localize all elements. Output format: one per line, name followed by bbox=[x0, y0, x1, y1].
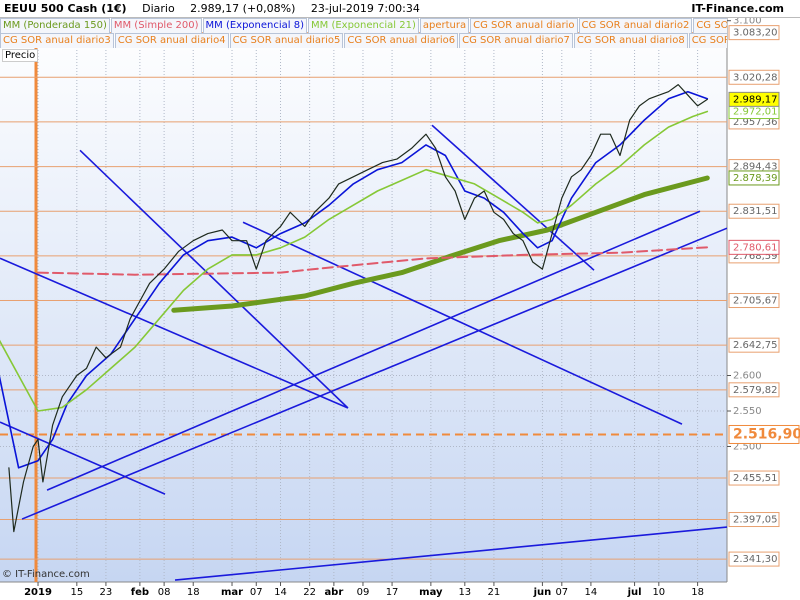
y-tick-label: 2.500 bbox=[733, 441, 762, 452]
period: Diario bbox=[142, 2, 175, 15]
x-tick-label: may bbox=[419, 587, 443, 598]
trendline bbox=[174, 526, 727, 581]
x-tick-label: 13 bbox=[458, 587, 471, 598]
level-label: 2.705,67 bbox=[733, 296, 778, 307]
level-tag bbox=[728, 337, 780, 353]
legend-row: MM (Ponderada 150) MM (Simple 200) MM (Exp… bbox=[0, 18, 727, 33]
level-tag bbox=[728, 293, 780, 309]
legend-item: CG SOR anual diario bbox=[470, 18, 578, 33]
header: EEUU 500 Cash (1€) Diario 2.989,17 (+0,0… bbox=[0, 0, 800, 18]
series-tag-label: 2.780,61 bbox=[733, 242, 778, 253]
trendline bbox=[46, 210, 701, 491]
level-label: 2.894,43 bbox=[733, 162, 778, 173]
title: EEUU 500 Cash (1€) bbox=[4, 2, 127, 15]
level-label: 2.579,82 bbox=[733, 385, 778, 396]
level-tag bbox=[728, 69, 780, 85]
x-tick-label: 21 bbox=[488, 587, 501, 598]
trendline bbox=[21, 227, 727, 520]
legend-item: apertura bbox=[419, 18, 470, 33]
trendline bbox=[242, 221, 683, 425]
legend-item: CG SOR anual diario4 bbox=[114, 33, 229, 48]
series-tag bbox=[728, 239, 780, 255]
series-tag-label: 2.989,17 bbox=[733, 94, 778, 105]
level-label: 2.831,51 bbox=[733, 206, 778, 217]
x-tick-label: 09 bbox=[357, 587, 370, 598]
legend-row: CG SOR anual diario3 CG SOR anual diario4… bbox=[0, 33, 727, 48]
trendline bbox=[431, 124, 595, 271]
series-line bbox=[171, 175, 710, 313]
level-tag bbox=[728, 382, 780, 398]
legend-item: CG SOR anual diario7 bbox=[459, 33, 573, 48]
legend-item: CG SOR anual diario2 bbox=[578, 18, 693, 33]
timestamp: 23-jul-2019 7:00:34 bbox=[310, 2, 420, 15]
series-line bbox=[8, 84, 708, 533]
x-tick-label: 18 bbox=[691, 587, 704, 598]
quote: 2.989,17 (+0,08%) bbox=[190, 2, 296, 15]
level-label: 2.455,51 bbox=[733, 473, 778, 484]
price-label: Precio bbox=[2, 49, 39, 62]
level-label: 3.020,28 bbox=[733, 72, 778, 83]
x-tick-label: abr bbox=[324, 587, 343, 598]
legend-item: MM (Exponencial 8) bbox=[202, 18, 308, 33]
y-tick-label: 2.600 bbox=[733, 371, 762, 382]
y-tick-label: 2.550 bbox=[733, 406, 762, 417]
x-tick-label: feb bbox=[131, 587, 149, 598]
x-tick-label: 2019 bbox=[24, 587, 52, 598]
brand: IT-Finance.com bbox=[691, 2, 784, 15]
x-tick-label: 08 bbox=[158, 587, 171, 598]
trendline bbox=[0, 257, 349, 409]
x-tick-label: 23 bbox=[100, 587, 113, 598]
plot-area bbox=[0, 18, 727, 582]
legend-item: CG SOR anual diario3 bbox=[0, 33, 114, 48]
x-tick-label: 18 bbox=[187, 587, 200, 598]
trendline bbox=[79, 149, 349, 409]
x-tick-label: jul bbox=[627, 587, 642, 598]
level-label: 2.957,36 bbox=[733, 117, 778, 128]
series-tag bbox=[728, 170, 780, 186]
footer: © IT-Finance.com bbox=[2, 569, 90, 580]
legend-item: MM (Ponderada 150) bbox=[0, 18, 110, 33]
y-tick-label: 3.100 bbox=[733, 16, 762, 27]
level-tag bbox=[728, 551, 780, 567]
trendline bbox=[0, 421, 166, 495]
x-tick-label: 07 bbox=[250, 587, 263, 598]
x-tick-label: 14 bbox=[274, 587, 287, 598]
x-tick-label: jun bbox=[533, 587, 552, 598]
series-line bbox=[0, 90, 709, 469]
x-tick-label: 14 bbox=[585, 587, 598, 598]
legend-item: CG SOR anual bbox=[688, 33, 727, 48]
x-tick-label: 10 bbox=[652, 587, 665, 598]
level-label: 2.768,59 bbox=[733, 251, 778, 262]
level-tag bbox=[728, 470, 780, 486]
level-tag bbox=[728, 25, 780, 41]
series-tag-label: 2.878,39 bbox=[733, 173, 778, 184]
x-tick-label: 07 bbox=[555, 587, 568, 598]
legend-item: MM (Simple 200) bbox=[110, 18, 202, 33]
level-label: 2.397,05 bbox=[733, 515, 778, 526]
highlight-tag bbox=[728, 424, 800, 444]
highlight-label: 2.516,90 bbox=[733, 426, 800, 442]
level-label: 2.642,75 bbox=[733, 340, 778, 351]
legend-item: CG SOR anual diario5 bbox=[229, 33, 344, 48]
legend-item: CG SOR anual diario8 bbox=[573, 33, 688, 48]
series-tag-label: 2.972,01 bbox=[733, 107, 778, 118]
series-tag bbox=[728, 91, 780, 107]
level-label: 3.083,20 bbox=[733, 28, 778, 39]
legend-item: CG SOR anual bbox=[693, 18, 727, 33]
level-tag bbox=[728, 512, 780, 528]
x-tick-label: 15 bbox=[70, 587, 83, 598]
level-label: 2.341,30 bbox=[733, 554, 778, 565]
legend-item: CG SOR anual diario6 bbox=[344, 33, 459, 48]
x-tick-label: 22 bbox=[303, 587, 316, 598]
level-tag bbox=[728, 203, 780, 219]
x-tick-label: 17 bbox=[386, 587, 399, 598]
series-line bbox=[0, 110, 709, 412]
x-tick-label: mar bbox=[221, 587, 243, 598]
legend-item: MM (Exponencial 21) bbox=[308, 18, 419, 33]
